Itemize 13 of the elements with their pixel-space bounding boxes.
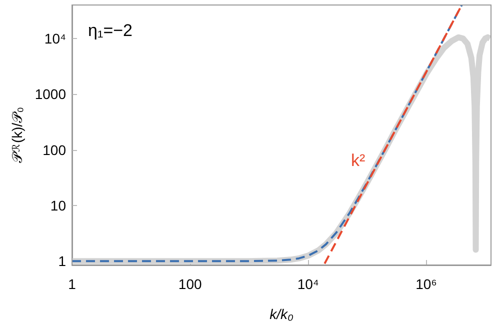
x-tick-label: 1 (68, 276, 76, 292)
x-tick-label: 10⁶ (416, 276, 437, 292)
y-axis-title: 𝒫ℛ(k)/𝒫₀ (8, 106, 25, 163)
x-tick-label: 10⁴ (297, 276, 319, 292)
y-tick-label: 100 (42, 142, 66, 158)
y-tick-label: 1 (58, 253, 66, 270)
x-axis-title: k/k₀ (270, 306, 294, 322)
annotation: k² (351, 151, 366, 170)
y-tick-label: 10⁴ (44, 30, 66, 46)
x-tick-label: 100 (178, 276, 202, 292)
y-tick-label: 10 (50, 197, 66, 214)
y-tick-label: 1000 (34, 86, 66, 102)
annotation: η₁=−2 (88, 21, 133, 40)
